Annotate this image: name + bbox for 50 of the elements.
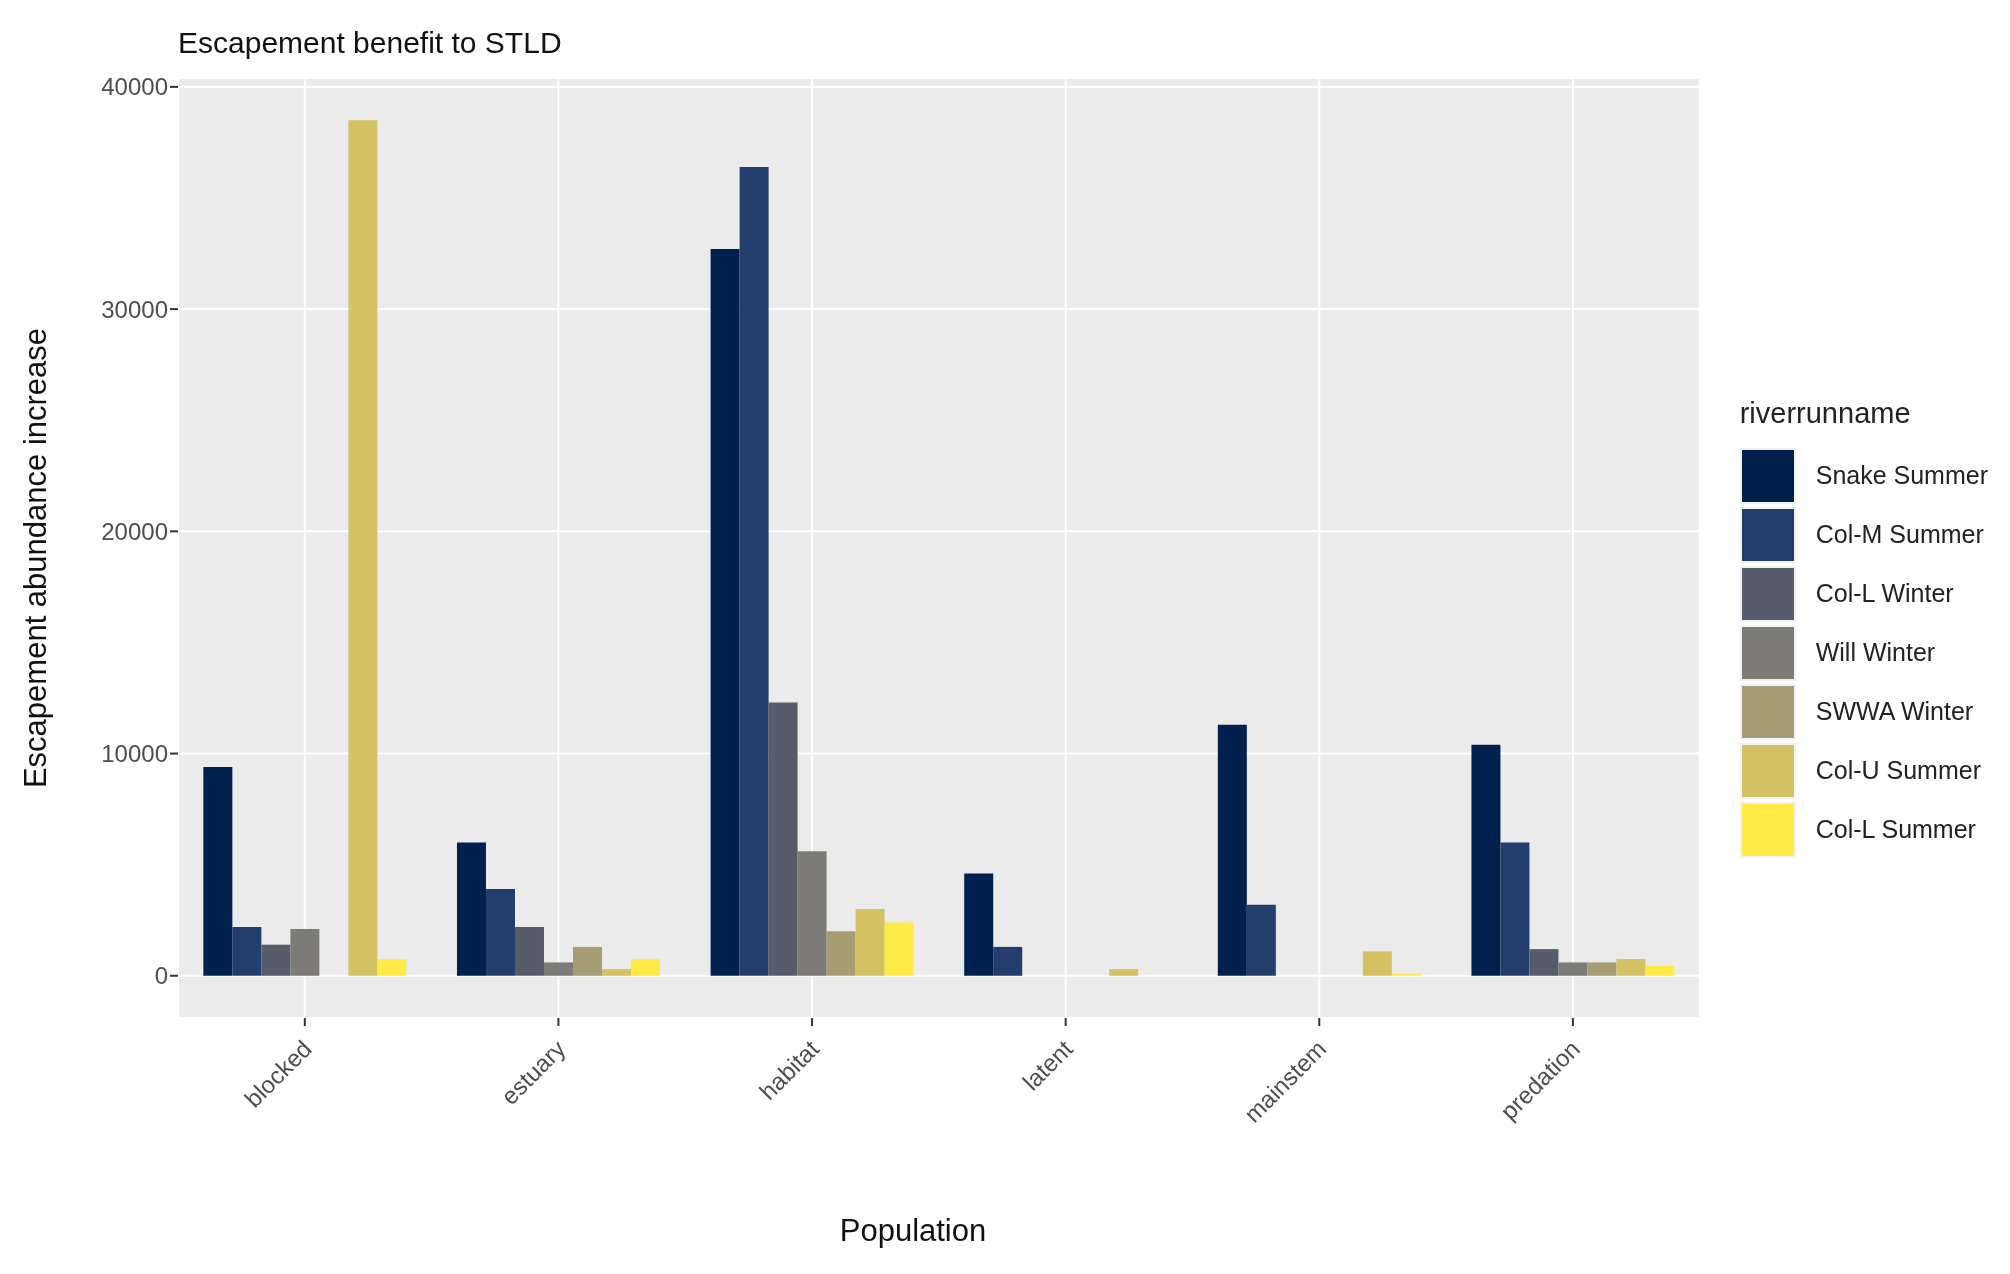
y-tick-label: 40000: [101, 73, 168, 101]
bar: [1246, 904, 1276, 976]
bar: [768, 702, 798, 976]
y-tick-label: 30000: [101, 295, 168, 323]
legend-label: Col-U Summer: [1815, 756, 1981, 785]
bar: [797, 851, 827, 976]
bar: [290, 929, 320, 976]
legend-label: Col-L Summer: [1815, 815, 1976, 844]
bar: [993, 946, 1023, 976]
bar: [572, 946, 602, 976]
legend-label: Will Winter: [1815, 638, 1936, 667]
bar: [1471, 744, 1501, 976]
bar: [1391, 973, 1421, 976]
bar: [456, 842, 486, 976]
x-axis-title: Population: [838, 1213, 988, 1249]
bar: [884, 922, 914, 976]
legend-title: riverrunname: [1739, 397, 1912, 430]
bar: [630, 959, 660, 976]
bar: [1500, 842, 1530, 976]
bar: [710, 249, 740, 976]
legend-label: Snake Summer: [1815, 461, 1988, 490]
bar: [1645, 965, 1675, 976]
bar: [1616, 959, 1646, 976]
legend-label: SWWA Winter: [1815, 697, 1974, 726]
bar: [601, 969, 631, 976]
bar: [739, 166, 769, 976]
bar: [543, 962, 573, 976]
bar: [232, 926, 262, 976]
bar: [203, 766, 233, 976]
bar: [964, 873, 994, 976]
bar: [1362, 951, 1392, 976]
bar: [1558, 962, 1588, 976]
bar: [377, 959, 407, 976]
bar: [348, 120, 378, 976]
y-tick-label: 20000: [101, 517, 168, 545]
bar: [1587, 962, 1617, 976]
bar: [485, 889, 515, 976]
y-tick-label: 10000: [101, 740, 168, 768]
bar: [1109, 969, 1139, 976]
bar: [855, 909, 885, 976]
legend-label: Col-M Summer: [1815, 520, 1984, 549]
bar: [826, 931, 856, 976]
chart-title: Escapement benefit to STLD: [178, 26, 562, 60]
bar: [514, 926, 544, 976]
bar: [261, 944, 291, 976]
y-axis-title: Escapement abundance increase: [18, 327, 54, 789]
y-tick-label: 0: [154, 962, 168, 990]
bar: [1217, 724, 1247, 976]
bar: [1529, 949, 1559, 976]
legend-label: Col-L Winter: [1815, 579, 1954, 608]
